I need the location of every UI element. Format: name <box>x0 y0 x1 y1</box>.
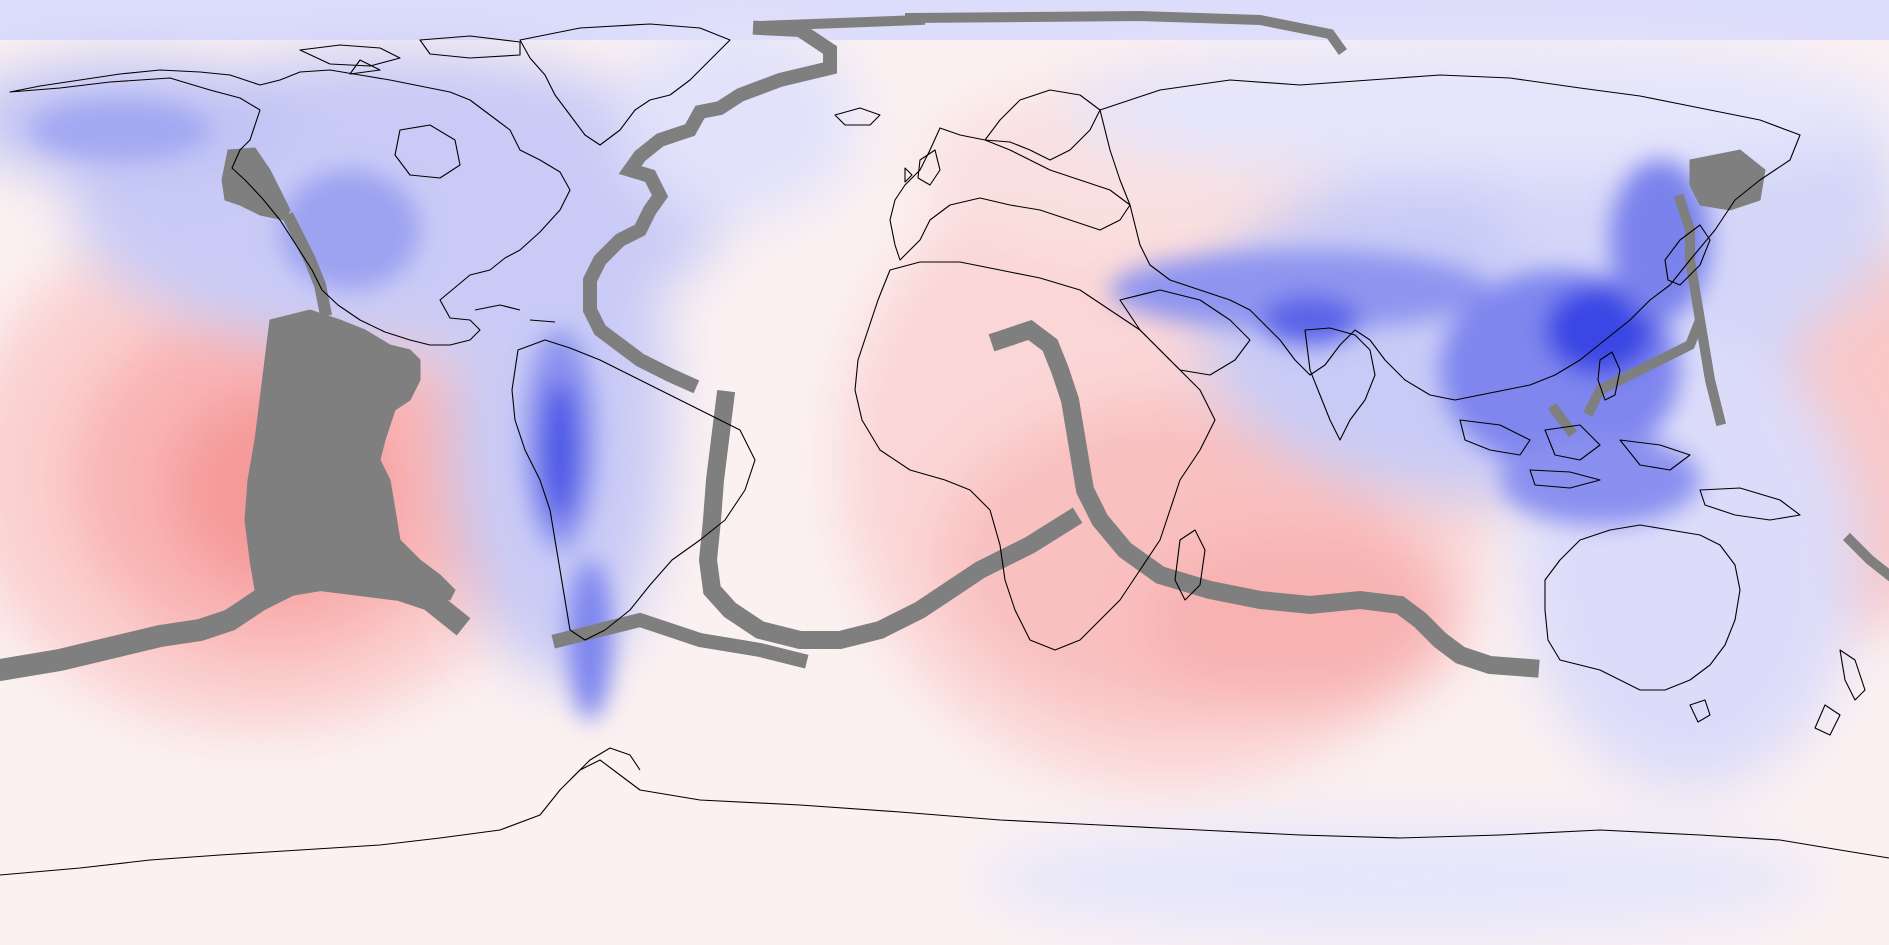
coast-greenland <box>519 23 731 146</box>
coast-south-america <box>511 339 756 641</box>
coast-hudson-bay <box>394 124 461 179</box>
coast-north-america <box>9 69 571 346</box>
masked-regions <box>0 10 1889 682</box>
coast-iceland <box>834 107 881 126</box>
mask-north-atlantic <box>583 20 837 394</box>
mask-drake-passage <box>551 612 809 669</box>
coast-british-isles <box>904 149 941 186</box>
coast-arabia <box>1119 289 1251 376</box>
mask-mid-atlantic <box>698 389 1083 649</box>
coast-australia <box>1544 524 1741 691</box>
mask-indian-ocean <box>988 319 1540 678</box>
coast-antarctic-peninsula <box>569 747 641 781</box>
coastlines <box>0 23 1889 876</box>
mask-east-pacific-right <box>1842 532 1889 582</box>
coast-japan <box>1664 224 1711 286</box>
coast-caribbean <box>474 304 556 323</box>
coast-antarctica <box>0 759 1889 876</box>
coast-arctic-islands <box>299 35 521 75</box>
coast-new-guinea <box>1699 487 1801 521</box>
coast-asia <box>1099 74 1801 401</box>
coast-tasmania <box>1689 699 1711 723</box>
coast-new-zealand <box>1814 649 1866 736</box>
coast-europe <box>889 127 1131 261</box>
mask-south-pacific <box>0 568 471 682</box>
mask-east-pacific-block <box>244 309 456 601</box>
strong-negative-cores <box>30 100 1710 720</box>
coast-philippines <box>1597 351 1621 401</box>
mask-east-asia-block <box>1689 149 1766 211</box>
coast-india <box>1304 327 1376 441</box>
coast-scandinavia <box>984 89 1101 161</box>
coast-madagascar <box>1174 529 1206 601</box>
coast-maritime-southeast-asia <box>1459 419 1691 489</box>
mask-west-coast-strip <box>281 211 333 318</box>
coast-africa <box>854 261 1216 651</box>
